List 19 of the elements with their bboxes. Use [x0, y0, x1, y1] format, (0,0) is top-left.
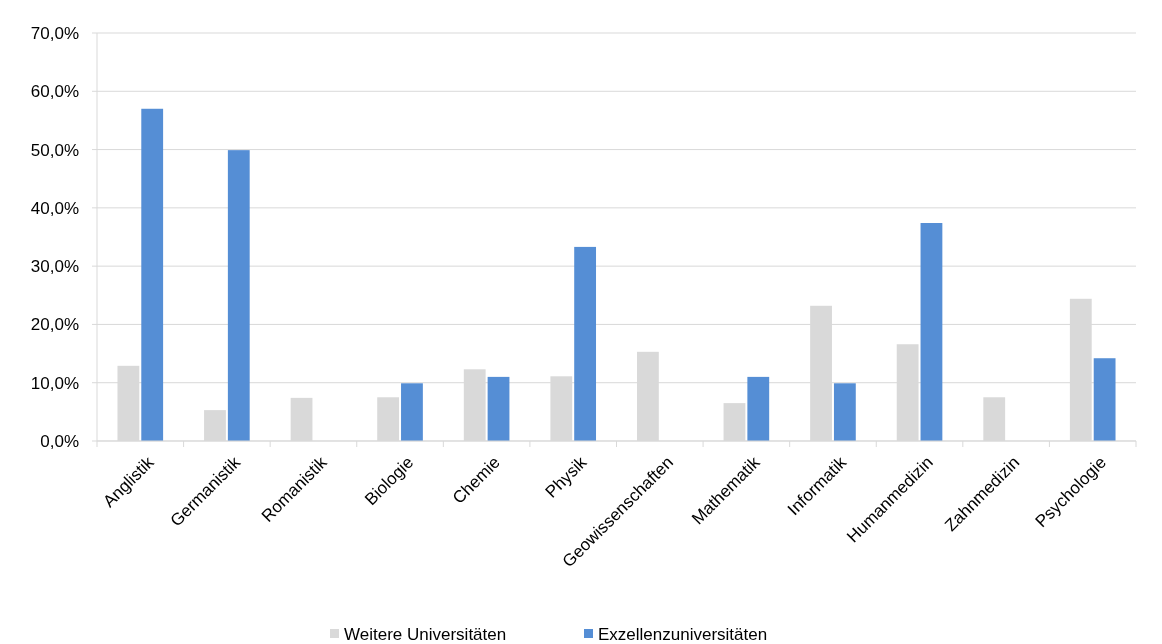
legend-label: Weitere Universitäten	[344, 624, 507, 644]
bar	[833, 383, 856, 441]
bar	[487, 376, 510, 441]
y-tick-label: 40,0%	[30, 198, 79, 218]
y-tick-label: 10,0%	[30, 373, 79, 393]
y-tick-label: 60,0%	[30, 82, 79, 102]
bar	[574, 246, 597, 441]
y-tick-label: 20,0%	[30, 315, 79, 335]
bar	[747, 376, 770, 441]
bar	[141, 108, 164, 441]
y-tick-label: 70,0%	[30, 23, 79, 43]
y-tick-label: 30,0%	[30, 257, 79, 277]
y-tick-label: 0,0%	[40, 431, 79, 451]
bar	[227, 150, 250, 441]
y-tick-label: 50,0%	[30, 140, 79, 160]
bar	[1093, 358, 1116, 441]
legend-label: Exzellenzuniversitäten	[598, 624, 768, 644]
bar	[401, 383, 423, 441]
bar	[920, 223, 943, 441]
